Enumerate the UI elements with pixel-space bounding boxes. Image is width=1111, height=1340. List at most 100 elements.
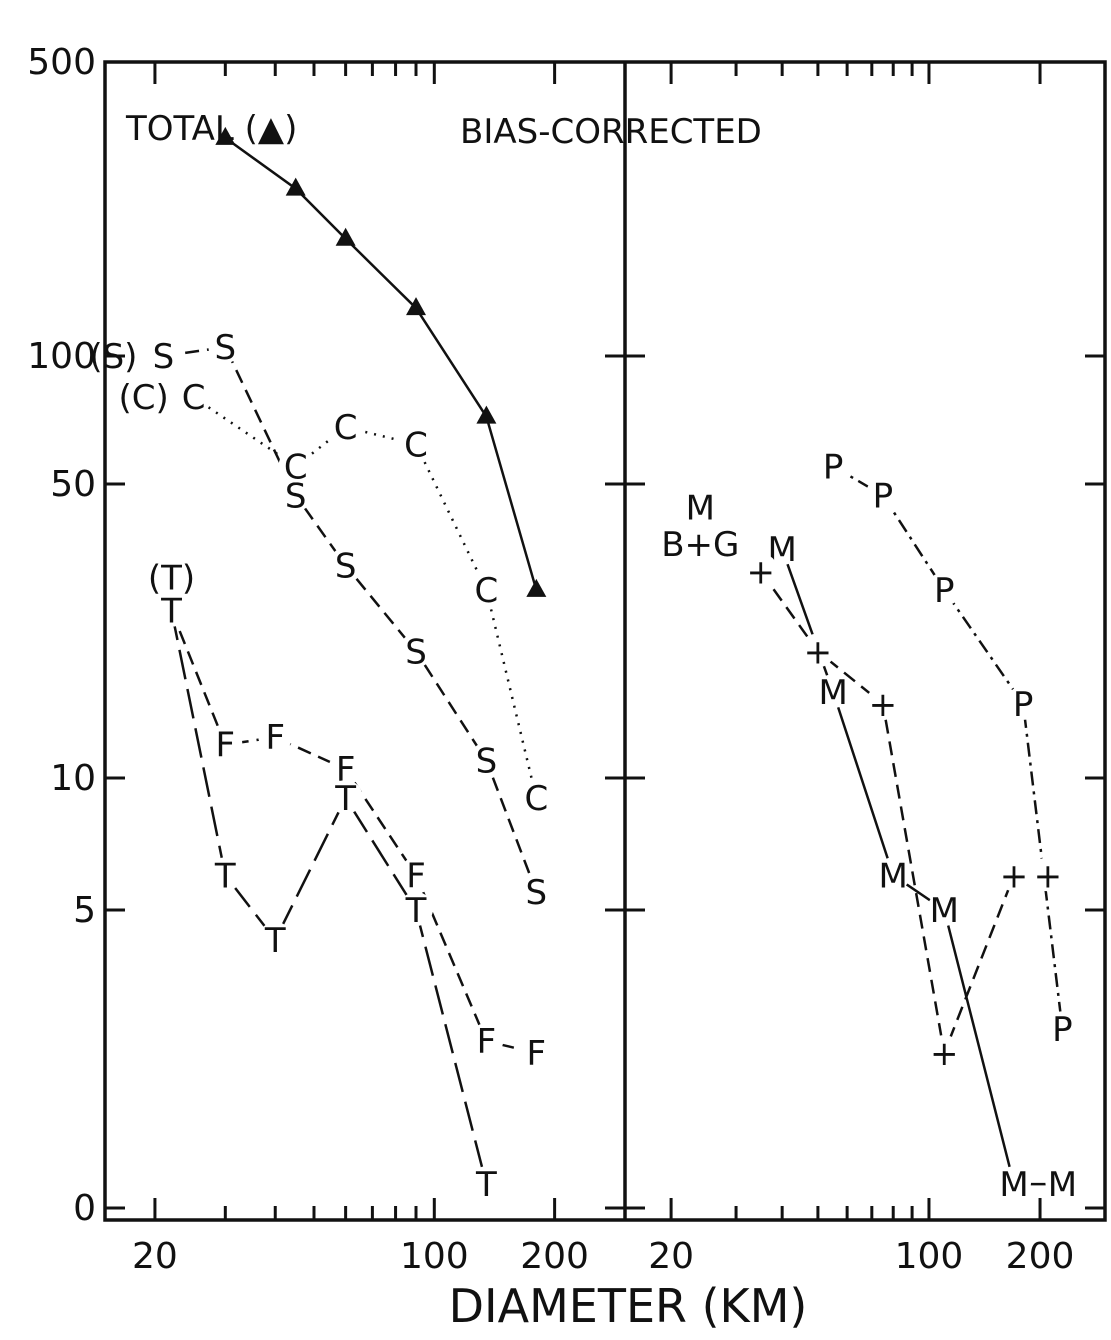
axis-ticks bbox=[105, 60, 1105, 1220]
marker-bg bbox=[683, 489, 718, 524]
marker-bg bbox=[154, 559, 189, 594]
marker-bg bbox=[328, 547, 363, 582]
marker-S: S bbox=[526, 873, 548, 913]
marker-bg bbox=[519, 1035, 554, 1070]
marker-bg bbox=[399, 426, 434, 461]
total-triangle-marker bbox=[476, 405, 497, 424]
y-tick-label: 5 bbox=[73, 890, 96, 931]
marker-F: F bbox=[406, 856, 426, 896]
series-line-TOTAL bbox=[224, 136, 538, 591]
marker-T: T bbox=[264, 921, 286, 961]
marker-bg bbox=[927, 571, 962, 606]
marker-S: S bbox=[405, 632, 427, 672]
start-label: (S) bbox=[89, 337, 137, 377]
marker-M: M bbox=[819, 673, 848, 713]
total-triangle-marker bbox=[406, 297, 427, 316]
marker-bg bbox=[816, 674, 851, 709]
marker-F: F bbox=[216, 726, 236, 766]
marker-M: M bbox=[1048, 1165, 1077, 1205]
marker-P: P bbox=[823, 447, 844, 487]
marker-bg bbox=[258, 921, 293, 956]
marker-bg bbox=[800, 633, 835, 668]
marker-bg bbox=[258, 719, 293, 754]
total-triangle-marker bbox=[335, 227, 356, 246]
marker-bg bbox=[1006, 685, 1041, 720]
marker-bg bbox=[208, 726, 243, 761]
y-tick-label: 0 bbox=[73, 1188, 96, 1229]
marker-P: P bbox=[1013, 685, 1034, 725]
marker-bg bbox=[154, 592, 189, 627]
marker-bg bbox=[996, 857, 1031, 892]
y-tick-label: 500 bbox=[27, 42, 96, 83]
marker-bg bbox=[1045, 1011, 1080, 1046]
marker-bg bbox=[927, 1035, 962, 1070]
x-tick-label: 20 bbox=[648, 1236, 694, 1277]
marker-P: P bbox=[934, 571, 955, 611]
start-label: (C) bbox=[119, 378, 169, 418]
marker-bg bbox=[146, 338, 181, 372]
marker-M: M bbox=[930, 891, 959, 931]
marker-bg bbox=[469, 742, 504, 777]
marker-S: S bbox=[335, 547, 357, 587]
marker-bg bbox=[399, 857, 434, 892]
marker-bg bbox=[328, 409, 363, 444]
series-line-F bbox=[170, 610, 537, 1055]
marker-M: M bbox=[879, 856, 908, 896]
marker-S: S bbox=[285, 476, 307, 516]
marker-C: C bbox=[284, 447, 308, 487]
marker-bg bbox=[469, 571, 504, 606]
marker-P: P bbox=[873, 476, 894, 516]
marker-bg bbox=[865, 477, 900, 512]
marker-T: T bbox=[160, 592, 182, 632]
marker-+: + bbox=[1000, 856, 1029, 896]
marker-F: F bbox=[477, 1022, 497, 1062]
total-triangle-marker bbox=[285, 177, 306, 196]
series-lines bbox=[163, 136, 1064, 1186]
marker-(T): (T) bbox=[148, 558, 195, 598]
x-tick-label: 100 bbox=[895, 1236, 964, 1277]
marker-+: + bbox=[930, 1034, 959, 1074]
marker-C: C bbox=[475, 571, 499, 611]
marker-bg bbox=[816, 448, 851, 483]
marker-bg bbox=[208, 329, 243, 364]
marker-S: S bbox=[476, 742, 498, 782]
marker-+: + bbox=[869, 685, 898, 725]
marker-bg bbox=[399, 633, 434, 668]
marker-bg bbox=[996, 1166, 1031, 1201]
marker-T: T bbox=[334, 779, 356, 819]
marker-T: T bbox=[475, 1165, 497, 1205]
marker-bg bbox=[1045, 1166, 1080, 1201]
marker-bg bbox=[176, 379, 211, 414]
marker-F: F bbox=[336, 750, 356, 790]
marker-C: C bbox=[182, 378, 206, 418]
marker-bg bbox=[469, 1023, 504, 1058]
total-label: TOTAL (▲) bbox=[125, 109, 297, 149]
marker-S: S bbox=[153, 337, 175, 377]
marker-bg bbox=[865, 685, 900, 720]
series-line-P bbox=[832, 465, 1064, 1030]
marker-bg bbox=[743, 553, 778, 588]
marker-bg bbox=[519, 780, 554, 815]
total-triangle-marker bbox=[526, 578, 547, 597]
marker-bg bbox=[328, 751, 363, 786]
series-line-T bbox=[170, 610, 488, 1185]
marker-P: P bbox=[1052, 1010, 1073, 1050]
marker-bg bbox=[927, 892, 962, 926]
marker-bg bbox=[469, 1166, 504, 1201]
marker-bg bbox=[399, 892, 434, 926]
marker-C: C bbox=[334, 408, 358, 448]
y-tick-label: 50 bbox=[50, 464, 96, 505]
x-axis-label: DIAMETER (KM) bbox=[449, 1279, 808, 1333]
marker-bg bbox=[278, 448, 313, 483]
marker-bg bbox=[278, 477, 313, 512]
marker-bg bbox=[208, 857, 243, 892]
marker-bg bbox=[519, 873, 554, 908]
x-tick-label: 200 bbox=[520, 1236, 589, 1277]
marker-+: + bbox=[747, 552, 776, 592]
marker-+: + bbox=[804, 632, 833, 672]
marker-T: T bbox=[214, 856, 236, 896]
marker-bg bbox=[765, 531, 800, 566]
marker-bg bbox=[328, 780, 363, 815]
